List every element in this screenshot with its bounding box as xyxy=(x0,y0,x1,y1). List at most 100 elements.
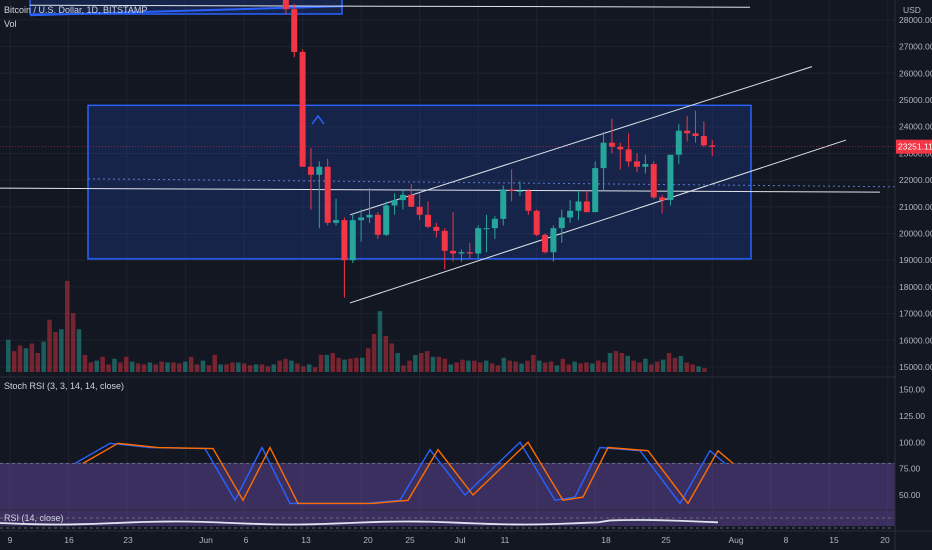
volume-bar xyxy=(660,359,666,372)
horizontal-line-upper xyxy=(29,4,751,8)
volume-bar xyxy=(194,364,200,372)
candle-body xyxy=(333,220,340,223)
volume-bar xyxy=(124,356,129,372)
candle-body xyxy=(358,217,365,221)
candle-body xyxy=(692,133,699,137)
volume-bar xyxy=(489,363,495,372)
volume-bar xyxy=(29,343,35,372)
candle-body xyxy=(483,228,490,230)
horizontal-line-support xyxy=(0,187,881,193)
volume-bar xyxy=(289,360,294,372)
volume-bar xyxy=(542,362,548,372)
volume-bar xyxy=(242,363,247,372)
volume-bar xyxy=(301,366,306,372)
candle-body xyxy=(466,252,473,254)
candle-body xyxy=(575,201,582,211)
candle-body xyxy=(316,166,323,175)
volume-bar xyxy=(59,329,64,372)
volume-bar xyxy=(596,360,601,372)
time-tick-label: 15 xyxy=(829,535,839,545)
volume-legend: Vol xyxy=(4,19,17,29)
candle-body xyxy=(642,164,649,167)
price-axis[interactable]: USD 15000.00 16000.00 17000.00 18000.00 19000… xyxy=(894,0,932,550)
volume-bar xyxy=(531,354,536,372)
candle-body xyxy=(500,189,507,219)
candle-body xyxy=(550,228,557,253)
price-tick-label: 19000.00 xyxy=(899,255,932,265)
last-price-badge xyxy=(896,139,932,154)
price-pane[interactable] xyxy=(0,0,932,530)
volume-bar xyxy=(601,362,607,372)
volume-bar xyxy=(472,360,477,372)
volume-bar xyxy=(247,365,253,372)
volume-bar xyxy=(118,362,123,372)
candle-body xyxy=(349,220,356,261)
time-tick-label: 20 xyxy=(363,535,373,545)
volume-bar xyxy=(501,357,507,372)
candle-body xyxy=(709,145,716,147)
time-tick-label: 11 xyxy=(501,535,510,545)
volume-bar xyxy=(672,357,678,372)
candle-body xyxy=(592,168,599,213)
volume-bar xyxy=(495,365,501,372)
volume-bar xyxy=(696,366,701,372)
volume-bar xyxy=(389,343,394,372)
price-tick-label: 25000.00 xyxy=(899,95,932,105)
candle-body xyxy=(475,228,482,254)
price-tick-label: 20000.00 xyxy=(899,229,932,239)
volume-bar xyxy=(460,359,465,372)
stoch-tick-label: 75.00 xyxy=(899,464,921,474)
volume-bar xyxy=(442,358,448,372)
price-tick-label: 16000.00 xyxy=(899,335,932,345)
candle-body xyxy=(567,210,574,218)
price-tick-label: 21000.00 xyxy=(899,202,932,212)
volume-bar xyxy=(572,361,577,372)
candle-body xyxy=(433,226,440,231)
volume-bar xyxy=(230,362,235,372)
volume-bar xyxy=(153,364,158,372)
volume-bar xyxy=(401,365,406,372)
time-tick-label: 13 xyxy=(301,535,311,545)
candle-body xyxy=(558,217,565,229)
volume-bar xyxy=(318,354,324,372)
rsi-pane[interactable] xyxy=(0,509,932,529)
time-axis[interactable]: 9 16 23 Jun 6 13 20 25 Jul 11 18 25 Aug 8 15 20 xyxy=(0,530,932,545)
arrow-marker xyxy=(311,114,325,125)
volume-bar xyxy=(295,363,300,372)
volume-bar xyxy=(684,362,689,372)
candle-body xyxy=(608,142,615,147)
volume-bar xyxy=(253,364,259,372)
volume-bar xyxy=(702,368,707,372)
volume-bar xyxy=(466,360,471,372)
candle-body xyxy=(508,189,515,191)
volume-bar xyxy=(513,361,518,372)
stoch-tick-label: 100.00 xyxy=(899,437,925,447)
volume-bar xyxy=(566,364,571,372)
candle-body xyxy=(583,201,590,213)
stoch-rsi-pane[interactable] xyxy=(0,376,932,527)
volume-bar xyxy=(678,355,684,372)
volume-bar xyxy=(424,351,430,372)
volume-bar xyxy=(666,353,672,372)
time-tick-label: 25 xyxy=(661,535,671,545)
stoch-d-line xyxy=(82,441,734,505)
price-axis-unit: USD xyxy=(903,5,921,15)
upper-zone-edge xyxy=(29,5,343,17)
symbol-title: Bitcoin / U.S. Dollar, 1D, BITSTAMP xyxy=(4,5,148,15)
volume-bar xyxy=(88,362,94,372)
volume-bar xyxy=(271,364,276,372)
candle-body xyxy=(366,214,373,218)
time-tick-label: 9 xyxy=(8,535,13,545)
volume-bar xyxy=(23,348,29,372)
time-tick-label: 20 xyxy=(880,535,890,545)
volume-bar xyxy=(306,364,312,372)
volume-bar xyxy=(76,329,82,372)
candle-body xyxy=(383,205,390,235)
volume-bar xyxy=(330,353,335,372)
candle-body xyxy=(625,149,632,162)
candle-body xyxy=(324,166,331,223)
volume-bar xyxy=(47,319,52,372)
volume-bar xyxy=(177,363,182,372)
volume-bar xyxy=(436,356,442,372)
